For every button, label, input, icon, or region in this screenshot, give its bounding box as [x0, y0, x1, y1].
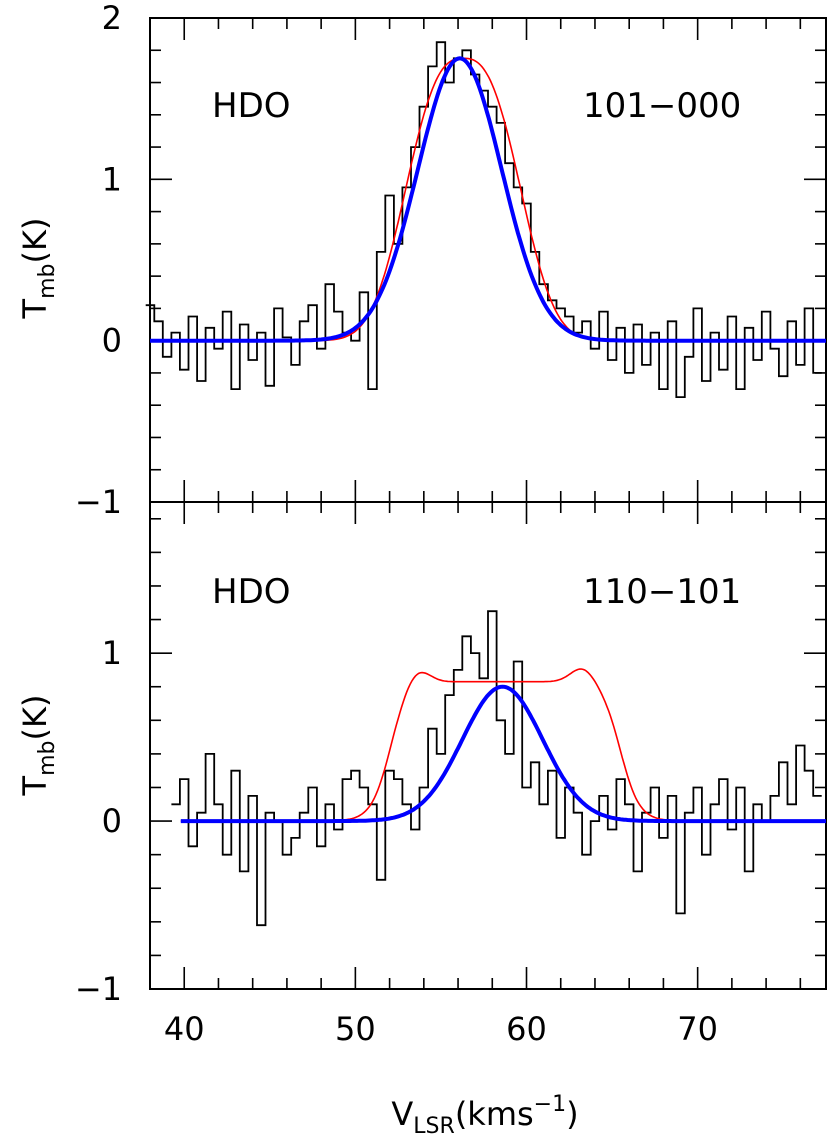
x-axis-label-unit-pre: (kms — [455, 1095, 534, 1133]
x-axis-label-sub: LSR — [413, 1114, 455, 1139]
x-tick-label: 40 — [164, 1010, 205, 1048]
panel-bottom: 1 0 −1 40 50 60 70 HDO 110−101 Tmb(K) VLSR(kms… — [16, 501, 827, 1139]
panel-bottom-ytick-label: 1 — [102, 634, 122, 672]
panel-top-ticks: 2 1 0 −1 — [75, 0, 826, 521]
x-axis-label-unit-post: ) — [566, 1095, 578, 1133]
panel-bottom-blue-model-fit — [180, 684, 826, 824]
panel-bottom-ylabel-unit: (K) — [16, 695, 54, 741]
panel-top-ylabel-main: T — [16, 298, 54, 319]
panel-bottom-observed-spectrum — [171, 610, 822, 927]
panel-top-blue-model-fit — [150, 56, 826, 343]
panel-top-ylabel: Tmb(K) — [16, 218, 60, 320]
panel-top-species-label: HDO — [212, 86, 291, 126]
panel-bottom-ytick-label: −1 — [75, 970, 122, 1008]
panel-top-ytick-label: 2 — [102, 0, 122, 37]
panel-top-transition-label: 101−000 — [583, 86, 741, 126]
panel-bottom-ylabel-sub: mb — [35, 741, 60, 776]
panel-bottom-frame — [149, 501, 827, 990]
panel-top-series — [145, 41, 826, 398]
panel-bottom-ticks: 1 0 −1 40 50 60 70 — [75, 502, 826, 1048]
panel-top-ytick-label: −1 — [75, 483, 122, 521]
panel-bottom-series — [171, 610, 826, 927]
x-tick-label: 70 — [677, 1010, 718, 1048]
panel-bottom-ylabel-main: T — [16, 775, 54, 796]
x-axis-label: VLSR(kms−1) — [391, 1092, 578, 1139]
panel-bottom-transition-label: 110−101 — [583, 572, 741, 612]
panel-top-ytick-label: 1 — [102, 160, 122, 198]
x-axis-label-unit-sup: −1 — [534, 1092, 566, 1117]
panel-bottom-species-label: HDO — [212, 572, 291, 612]
panel-top-ytick-label: 0 — [102, 322, 122, 360]
panel-top-observed-spectrum — [145, 41, 822, 398]
panel-bottom-ytick-label: 0 — [102, 802, 122, 840]
panel-top-ylabel-sub: mb — [35, 264, 60, 299]
panel-top-ylabel-unit: (K) — [16, 218, 54, 264]
panel-top: 2 1 0 −1 HDO 101−000 Tmb(K) — [16, 0, 827, 521]
x-tick-label: 60 — [506, 1010, 547, 1048]
panel-bottom-red-model-fit — [180, 668, 826, 822]
x-tick-label: 50 — [335, 1010, 376, 1048]
x-axis-label-main: V — [391, 1095, 413, 1133]
panel-bottom-ylabel: Tmb(K) — [16, 695, 60, 797]
